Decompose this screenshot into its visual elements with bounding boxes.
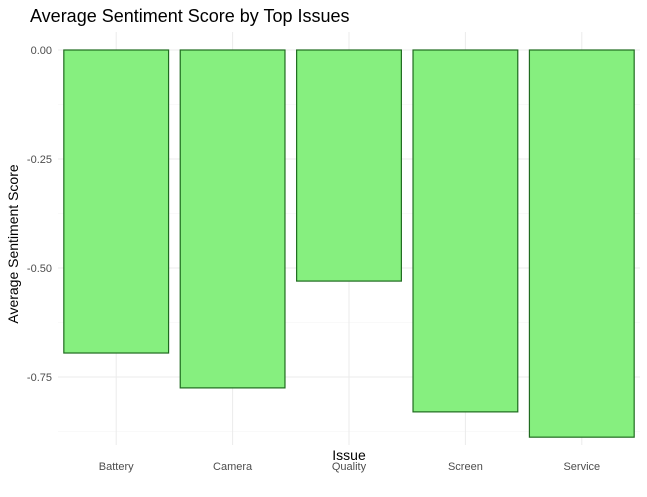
- y-tick-label: 0.00: [31, 45, 52, 57]
- bar-service: [528, 49, 635, 438]
- bars: [63, 49, 635, 438]
- x-tick-label: Quality: [332, 461, 367, 473]
- y-tick-labels: 0.00 -0.25 -0.50 -0.75: [27, 45, 52, 384]
- x-tick-label: Service: [563, 461, 600, 473]
- x-tick-label: Camera: [213, 461, 253, 473]
- y-tick-label: -0.75: [27, 372, 52, 384]
- bar-quality: [296, 49, 402, 282]
- bar-camera: [179, 49, 286, 389]
- x-axis-title: Issue: [332, 447, 366, 463]
- y-tick-label: -0.50: [27, 263, 52, 275]
- x-tick-labels: Battery Camera Quality Screen Service: [99, 461, 600, 473]
- chart-title: Average Sentiment Score by Top Issues: [30, 6, 350, 26]
- bar-battery: [63, 49, 170, 354]
- y-tick-label: -0.25: [27, 154, 52, 166]
- y-axis-title: Average Sentiment Score: [5, 164, 21, 323]
- x-tick-label: Battery: [99, 461, 134, 473]
- bar-screen: [412, 49, 519, 413]
- x-tick-label: Screen: [448, 461, 483, 473]
